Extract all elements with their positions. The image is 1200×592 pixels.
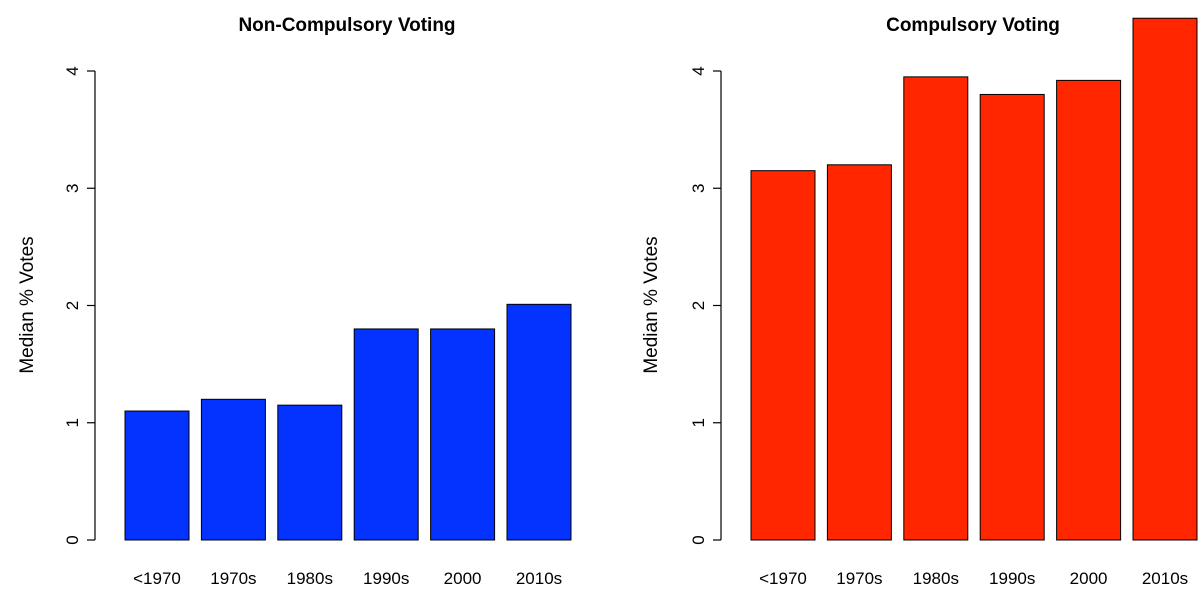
y-tick-label: 1	[689, 418, 708, 427]
x-axis-labels: <1970 1970s 1980s 1990s 2000 2010s	[759, 569, 1188, 588]
y-tick-label: 4	[689, 66, 708, 75]
y-axis-ticks: 0 1 2 3 4	[63, 66, 95, 545]
x-tick-label: 1990s	[989, 569, 1035, 588]
bar-2000	[1056, 79, 1122, 541]
x-tick-label: 1980s	[913, 569, 959, 588]
chart-panel-compulsory: Compulsory Voting Median % Votes 0 1 2 3 4 <…	[641, 15, 1198, 588]
x-tick-label: 2010s	[516, 569, 562, 588]
y-axis-label: Median % Votes	[17, 236, 38, 373]
x-tick-label: 1990s	[363, 569, 409, 588]
bars	[124, 303, 572, 541]
bars	[750, 17, 1198, 541]
y-tick-label: 0	[63, 535, 82, 544]
bar-1980s	[903, 76, 969, 541]
y-tick-label: 4	[63, 66, 82, 75]
chart-panel-non-compulsory: Non-Compulsory Voting Median % Votes 0 1 2…	[17, 15, 572, 588]
y-tick-label: 3	[689, 184, 708, 193]
x-axis-labels: <1970 1970s 1980s 1990s 2000 2010s	[133, 569, 562, 588]
y-axis-label: Median % Votes	[641, 236, 662, 373]
x-tick-label: 1980s	[287, 569, 333, 588]
x-tick-label: <1970	[133, 569, 181, 588]
bar-2010s	[506, 303, 572, 541]
bar-1990s	[979, 93, 1045, 541]
x-tick-label: 2000	[444, 569, 482, 588]
x-tick-label: <1970	[759, 569, 807, 588]
bar-2000	[430, 328, 496, 541]
chart-title: Compulsory Voting	[886, 15, 1060, 36]
bar-1970s	[826, 164, 892, 541]
y-tick-label: 0	[689, 535, 708, 544]
x-tick-label: 1970s	[210, 569, 256, 588]
bar-1980s	[277, 404, 343, 541]
y-tick-label: 3	[63, 184, 82, 193]
bar-1970s	[200, 398, 266, 541]
bar-1970	[750, 170, 816, 541]
y-tick-label: 2	[689, 301, 708, 310]
bar-2010s	[1132, 17, 1198, 541]
y-tick-label: 1	[63, 418, 82, 427]
bar-1970	[124, 410, 190, 541]
x-tick-label: 1970s	[836, 569, 882, 588]
y-tick-label: 2	[63, 301, 82, 310]
x-tick-label: 2000	[1070, 569, 1108, 588]
x-tick-label: 2010s	[1142, 569, 1188, 588]
y-axis-ticks: 0 1 2 3 4	[689, 66, 721, 545]
bar-1990s	[353, 328, 419, 541]
chart-title: Non-Compulsory Voting	[238, 15, 455, 36]
